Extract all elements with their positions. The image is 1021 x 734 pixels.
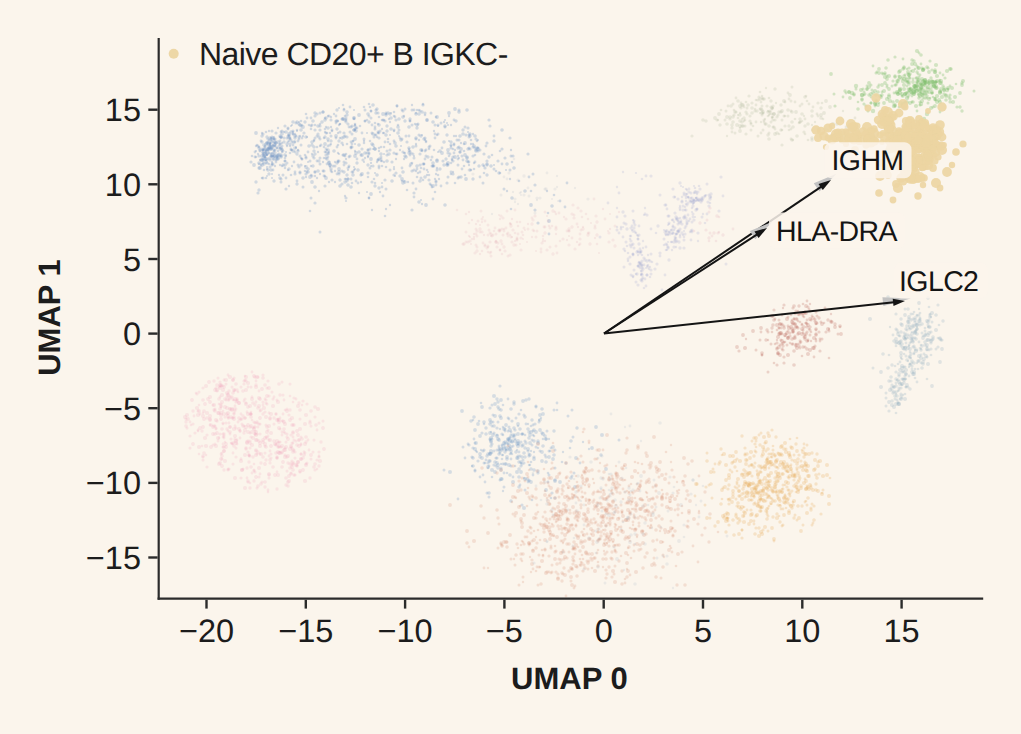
svg-text:15: 15 [105,92,141,128]
svg-text:0: 0 [123,316,141,352]
svg-text:−20: −20 [179,613,234,649]
svg-text:UMAP 0: UMAP 0 [511,661,628,696]
svg-text:HLA-DRA: HLA-DRA [776,216,897,248]
svg-text:Naive CD20+ B IGKC-: Naive CD20+ B IGKC- [199,36,508,72]
svg-text:IGLC2: IGLC2 [899,266,978,298]
svg-text:−5: −5 [486,613,523,649]
svg-text:−5: −5 [104,391,141,427]
svg-text:0: 0 [595,613,613,649]
svg-text:−15: −15 [278,613,333,649]
svg-text:5: 5 [694,613,712,649]
svg-text:10: 10 [784,613,820,649]
svg-text:−15: −15 [86,540,141,576]
svg-text:10: 10 [105,167,141,203]
svg-text:15: 15 [884,613,920,649]
svg-text:−10: −10 [86,465,141,501]
svg-text:−10: −10 [378,613,433,649]
svg-text:UMAP 1: UMAP 1 [32,259,67,376]
svg-text:5: 5 [123,242,141,278]
svg-text:IGHM: IGHM [831,145,903,177]
